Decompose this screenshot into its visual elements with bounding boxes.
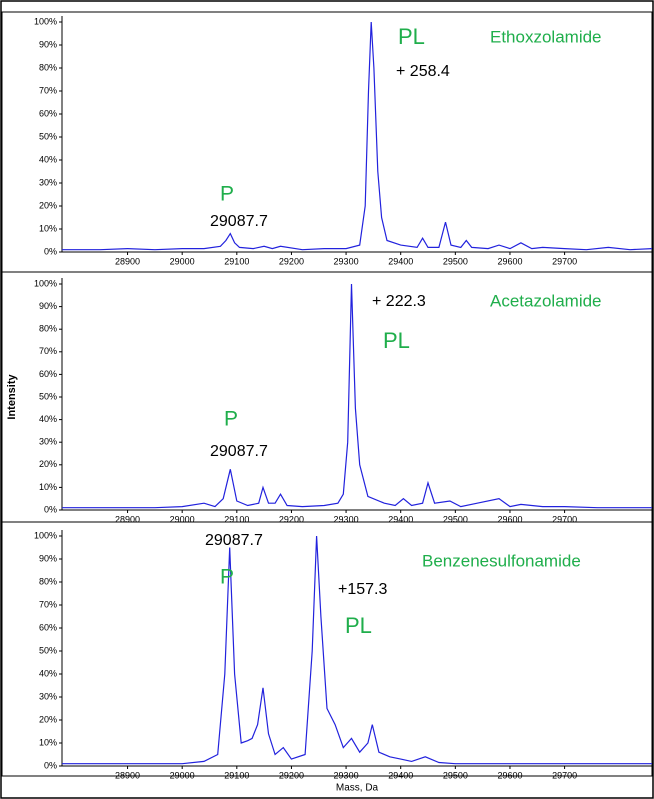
panel-frame — [1, 11, 653, 273]
y-tick-label: 100% — [34, 278, 57, 288]
annotation: PL — [345, 613, 372, 638]
x-tick-label: 29300 — [334, 770, 359, 780]
y-tick-label: 70% — [39, 346, 57, 356]
x-tick-label: 29000 — [170, 256, 195, 266]
y-tick-label: 60% — [39, 108, 57, 118]
x-tick-label: 29200 — [279, 256, 304, 266]
y-tick-label: 90% — [39, 39, 57, 49]
y-tick-label: 20% — [39, 200, 57, 210]
y-tick-label: 10% — [39, 223, 57, 233]
y-tick-label: 20% — [39, 459, 57, 469]
x-tick-label: 28900 — [115, 514, 140, 524]
y-tick-label: 100% — [34, 16, 57, 26]
panel-title: Ethoxzolamide — [490, 27, 602, 46]
annotation: 29087.7 — [210, 443, 268, 460]
x-axis-label: Mass, Da — [336, 783, 379, 794]
x-tick-label: 29500 — [443, 514, 468, 524]
x-tick-label: 29500 — [443, 770, 468, 780]
y-tick-label: 10% — [39, 482, 57, 492]
y-tick-label: 0% — [44, 760, 57, 770]
y-tick-label: 50% — [39, 131, 57, 141]
x-tick-label: 29700 — [552, 256, 577, 266]
y-axis-label: Intensity — [6, 374, 18, 420]
x-tick-label: 29200 — [279, 770, 304, 780]
annotation: PL — [383, 328, 410, 353]
panel-title: Benzenesulfonamide — [422, 551, 581, 570]
y-tick-label: 90% — [39, 301, 57, 311]
y-tick-label: 40% — [39, 414, 57, 424]
x-tick-label: 29100 — [224, 256, 249, 266]
y-tick-label: 0% — [44, 246, 57, 256]
y-tick-label: 20% — [39, 714, 57, 724]
annotation: 29087.7 — [210, 213, 268, 230]
y-tick-label: 70% — [39, 85, 57, 95]
x-tick-label: 29600 — [497, 256, 522, 266]
annotation: +157.3 — [338, 581, 387, 598]
y-tick-label: 80% — [39, 576, 57, 586]
x-tick-label: 29000 — [170, 514, 195, 524]
panel-frame — [1, 521, 653, 777]
x-tick-label: 29300 — [334, 256, 359, 266]
annotation: P — [220, 183, 234, 206]
x-tick-label: 29700 — [552, 770, 577, 780]
y-tick-label: 40% — [39, 668, 57, 678]
x-tick-label: 29400 — [388, 770, 413, 780]
x-tick-label: 29100 — [224, 514, 249, 524]
x-tick-label: 29600 — [497, 770, 522, 780]
x-tick-label: 29100 — [224, 770, 249, 780]
x-tick-label: 29400 — [388, 514, 413, 524]
y-tick-label: 70% — [39, 599, 57, 609]
annotation: + 222.3 — [372, 293, 426, 310]
annotation: + 258.4 — [396, 63, 450, 80]
x-tick-label: 29200 — [279, 514, 304, 524]
x-tick-label: 28900 — [115, 256, 140, 266]
y-tick-label: 60% — [39, 369, 57, 379]
x-tick-label: 28900 — [115, 770, 140, 780]
annotation: P — [224, 408, 238, 431]
x-tick-label: 29700 — [552, 514, 577, 524]
x-tick-label: 29600 — [497, 514, 522, 524]
x-tick-label: 29000 — [170, 770, 195, 780]
annotation: P — [220, 566, 234, 589]
spectrum-line — [62, 535, 652, 765]
y-tick-label: 50% — [39, 391, 57, 401]
spectrum-line — [62, 21, 653, 251]
x-tick-label: 29500 — [443, 256, 468, 266]
x-tick-label: 29300 — [334, 514, 359, 524]
y-tick-label: 40% — [39, 154, 57, 164]
y-tick-label: 30% — [39, 177, 57, 187]
annotation: 29087.7 — [205, 532, 263, 549]
annotation: PL — [398, 24, 425, 49]
x-tick-label: 29400 — [388, 256, 413, 266]
y-tick-label: 60% — [39, 622, 57, 632]
y-tick-label: 80% — [39, 62, 57, 72]
y-tick-label: 80% — [39, 324, 57, 334]
y-tick-label: 90% — [39, 553, 57, 563]
y-tick-label: 30% — [39, 437, 57, 447]
panel-title: Acetazolamide — [490, 291, 602, 310]
y-tick-label: 100% — [34, 530, 57, 540]
y-tick-label: 0% — [44, 504, 57, 514]
y-tick-label: 50% — [39, 645, 57, 655]
y-tick-label: 10% — [39, 737, 57, 747]
spectrum-line — [62, 283, 652, 509]
y-tick-label: 30% — [39, 691, 57, 701]
